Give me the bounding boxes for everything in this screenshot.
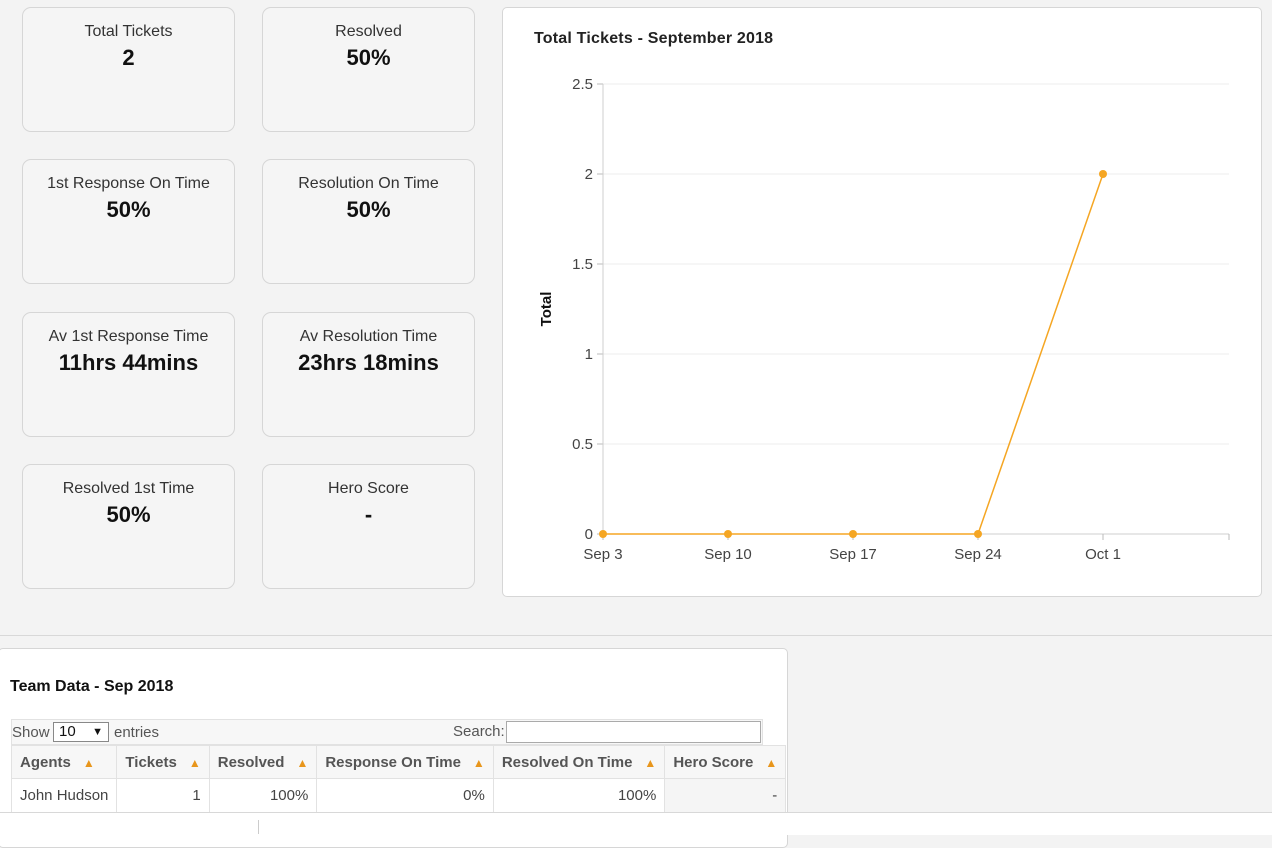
column-header-tickets[interactable]: Tickets ▲: [116, 745, 210, 779]
entries-select[interactable]: 10 ▼: [53, 722, 109, 742]
column-header-label: Resolved On Time: [501, 753, 633, 771]
cell-tickets: 1: [116, 778, 210, 813]
sort-ascending-icon: ▲: [472, 755, 485, 770]
stat-card-resolution-on-time: Resolution On Time 50%: [262, 159, 475, 284]
column-header-label: Resolved: [217, 753, 285, 771]
team-data-table: Agents ▲ Tickets ▲ Resolved ▲ Response On T…: [10, 745, 787, 813]
data-point: [1099, 170, 1107, 178]
stat-value: 2: [122, 45, 135, 70]
column-header-label: Agents: [20, 753, 71, 771]
stat-label: Av 1st Response Time: [48, 328, 209, 345]
sort-ascending-icon: ▲: [644, 755, 657, 770]
table-controls: Show 10 ▼ entries Search:: [11, 719, 763, 745]
cell-agent: John Hudson: [10, 778, 118, 813]
column-header-hero-score[interactable]: Hero Score ▲: [664, 745, 787, 779]
stat-value: 50%: [346, 45, 391, 70]
stat-label: Total Tickets: [84, 23, 173, 40]
y-axis-label: Total: [538, 292, 555, 327]
stat-value: 50%: [106, 197, 151, 222]
team-data-title: Team Data - Sep 2018: [10, 678, 174, 695]
x-tick-label: Oct 1: [1085, 546, 1121, 563]
column-header-label: Tickets: [125, 753, 177, 771]
stat-card-total-tickets: Total Tickets 2: [22, 7, 235, 132]
stat-card-hero-score: Hero Score -: [262, 464, 475, 589]
chart-panel: Total Tickets - September 2018 0 0.5 1 1.5 2…: [502, 7, 1262, 597]
y-tick-label: 1.5: [572, 256, 593, 273]
stat-value: 50%: [106, 502, 151, 527]
stat-value: -: [364, 502, 373, 527]
stat-value: 11hrs 44mins: [58, 350, 199, 375]
data-point: [599, 530, 607, 538]
x-tick-label: Sep 3: [583, 546, 622, 563]
sort-ascending-icon: ▲: [188, 755, 201, 770]
stat-value: 23hrs 18mins: [298, 350, 439, 375]
x-tick-label: Sep 10: [704, 546, 752, 563]
entries-label: entries: [114, 724, 160, 741]
show-label: Show: [12, 724, 50, 741]
stat-card-resolved: Resolved 50%: [262, 7, 475, 132]
bottom-divider: [258, 820, 259, 834]
table-header-row: Agents ▲ Tickets ▲ Resolved ▲ Response On T…: [10, 745, 787, 779]
dropdown-arrow-icon: ▼: [92, 726, 103, 738]
stat-label: Resolved 1st Time: [62, 480, 195, 497]
sort-ascending-icon: ▲: [765, 755, 778, 770]
column-header-resolved[interactable]: Resolved ▲: [208, 745, 318, 779]
column-header-response-on-time[interactable]: Response On Time ▲: [316, 745, 494, 779]
line-chart: 0 0.5 1 1.5 2 2.5 Sep 3 Sep 10 Sep 17 Sep 24 Oct 1…: [538, 76, 1230, 563]
x-tick-label: Sep 24: [954, 546, 1002, 563]
section-divider: [0, 635, 1272, 636]
y-tick-label: 0: [585, 526, 593, 543]
bottom-strip: [0, 812, 1272, 835]
y-tick-label: 1: [585, 346, 593, 363]
data-point: [724, 530, 732, 538]
sort-ascending-icon: ▲: [296, 755, 309, 770]
stat-card-av-resolution-time: Av Resolution Time 23hrs 18mins: [262, 312, 475, 437]
table-row: John Hudson 1 100% 0% 100% -: [10, 778, 787, 813]
stat-card-av-first-response-time: Av 1st Response Time 11hrs 44mins: [22, 312, 235, 437]
stat-label: 1st Response On Time: [47, 175, 210, 192]
entries-select-value: 10: [59, 723, 76, 740]
data-point: [974, 530, 982, 538]
y-tick-label: 2.5: [572, 76, 593, 93]
chart-title: Total Tickets - September 2018: [534, 30, 774, 47]
cell-resolved: 100%: [208, 778, 318, 813]
column-header-agents[interactable]: Agents ▲: [10, 745, 118, 779]
column-header-label: Hero Score: [673, 753, 754, 771]
cell-hero-score: -: [664, 778, 787, 813]
stat-label: Av Resolution Time: [299, 328, 438, 345]
search-label: Search:: [453, 723, 505, 740]
cell-resolved-on-time: 100%: [492, 778, 666, 813]
column-header-resolved-on-time[interactable]: Resolved On Time ▲: [492, 745, 666, 779]
stat-card-resolved-first-time: Resolved 1st Time 50%: [22, 464, 235, 589]
stat-label: Hero Score: [328, 480, 409, 497]
stat-value: 50%: [346, 197, 391, 222]
sort-ascending-icon: ▲: [82, 755, 95, 770]
data-point: [849, 530, 857, 538]
cell-response-on-time: 0%: [316, 778, 494, 813]
stat-label: Resolution On Time: [298, 175, 439, 192]
column-header-label: Response On Time: [325, 753, 461, 771]
search-input[interactable]: [506, 721, 761, 743]
x-tick-label: Sep 17: [829, 546, 877, 563]
stat-label: Resolved: [335, 23, 402, 40]
y-tick-label: 2: [585, 166, 593, 183]
y-tick-label: 0.5: [572, 436, 593, 453]
stat-card-first-response-on-time: 1st Response On Time 50%: [22, 159, 235, 284]
